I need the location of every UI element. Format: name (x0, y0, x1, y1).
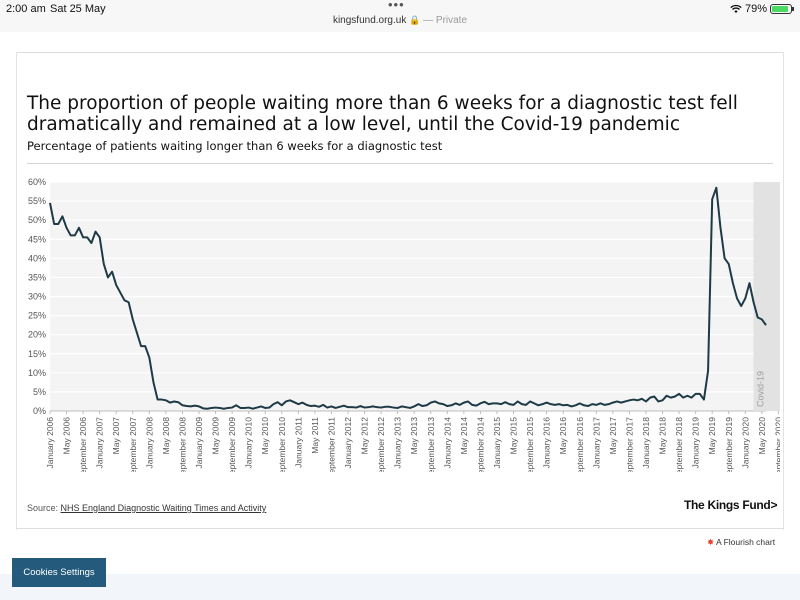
status-date: Sat 25 May (50, 3, 106, 15)
chart-title: The proportion of people waiting more th… (27, 93, 738, 135)
x-tick-label: September 2009 (227, 417, 237, 472)
x-tick-label: January 2012 (343, 417, 353, 469)
y-tick-label: 55% (28, 196, 46, 206)
y-tick-label: 40% (28, 253, 46, 263)
status-time: 2:00 am (6, 3, 46, 15)
frame-left-border (16, 52, 17, 530)
x-tick-label: September 2010 (277, 417, 287, 472)
y-axis: 0% 5% 10% 15% 20% 25% 30% 35% 40% 45% 50% 55% 60% (28, 177, 46, 416)
source-label: Source: (27, 503, 59, 513)
x-axis: January 2006 May 2006 September 2006 Januar… (45, 411, 780, 472)
x-tick-label: September 2015 (525, 417, 535, 472)
x-tick-label: May 2016 (558, 417, 568, 455)
x-tick-label: January 2019 (691, 417, 701, 469)
url-text[interactable]: kingsfund.org.uk (332, 15, 407, 26)
y-tick-label: 60% (28, 177, 46, 187)
y-tick-label: 15% (28, 349, 46, 359)
frame-right-border (783, 52, 784, 530)
x-tick-label: May 2018 (658, 417, 668, 455)
footer-background (0, 574, 800, 600)
bottom-divider (16, 528, 784, 529)
flourish-credit[interactable]: ✸ A Flourish chart (707, 537, 775, 548)
x-tick-label: May 2010 (260, 417, 270, 455)
x-tick-label: January 2010 (244, 417, 254, 469)
x-tick-label: September 2016 (575, 417, 585, 472)
x-tick-label: September 2014 (475, 417, 485, 472)
x-tick-label: September 2013 (426, 417, 436, 472)
x-tick-label: May 2017 (608, 417, 618, 455)
x-tick-label: May 2012 (360, 417, 370, 455)
flourish-label[interactable]: A Flourish chart (716, 537, 776, 547)
lock-icon: 🔒 (409, 15, 421, 25)
x-tick-label: September 2012 (376, 417, 386, 472)
y-tick-label: 5% (33, 387, 46, 397)
y-tick-label: 25% (28, 311, 46, 321)
x-tick-label: May 2014 (459, 417, 469, 455)
line-chart[interactable]: 0% 5% 10% 15% 20% 25% 30% 35% 40% 45% 50% 55% 60% Ja… (20, 172, 780, 472)
kings-fund-logo[interactable]: The Kings Fund> (684, 498, 778, 512)
x-tick-label: January 2008 (144, 417, 154, 469)
x-tick-label: January 2018 (641, 417, 651, 469)
y-tick-label: 30% (28, 292, 46, 302)
x-tick-label: September 2018 (674, 417, 684, 472)
y-tick-label: 50% (28, 215, 46, 225)
x-tick-label: January 2017 (591, 417, 601, 469)
y-tick-label: 10% (28, 368, 46, 378)
x-tick-label: January 2020 (740, 417, 750, 469)
x-tick-label: September 2007 (128, 417, 138, 472)
x-tick-label: May 2019 (707, 417, 717, 455)
flourish-star-icon: ✸ (707, 537, 715, 547)
x-tick-label: September 2019 (724, 417, 734, 472)
url-bar[interactable]: kingsfund.org.uk 🔒 — Private (0, 15, 800, 26)
x-tick-label: January 2013 (393, 417, 403, 469)
x-tick-label: January 2007 (95, 417, 105, 469)
x-tick-label: May 2011 (310, 417, 320, 454)
y-tick-label: 35% (28, 272, 46, 282)
y-tick-label: 0% (33, 406, 46, 416)
battery-icon (770, 4, 794, 14)
x-tick-label: September 2017 (624, 417, 634, 472)
series-line[interactable] (49, 186, 767, 410)
source-link[interactable]: NHS England Diagnostic Waiting Times and… (60, 503, 267, 513)
x-tick-label: May 2009 (211, 417, 221, 455)
y-tick-label: 20% (28, 330, 46, 340)
x-tick-label: September 2020 (773, 417, 780, 472)
address-bar[interactable] (0, 20, 800, 32)
chart-subtitle: Percentage of patients waiting longer th… (27, 139, 443, 153)
x-tick-label: May 2008 (161, 417, 171, 455)
source-note: Source: NHS England Diagnostic Waiting T… (27, 503, 266, 513)
top-divider (16, 52, 784, 53)
x-tick-label: January 2014 (442, 417, 452, 469)
status-bar: 2:00 am Sat 25 May ••• 79% (0, 0, 800, 20)
x-tick-label: May 2015 (509, 417, 519, 455)
x-tick-label: January 2006 (45, 417, 55, 469)
x-tick-label: January 2015 (492, 417, 502, 469)
status-indicators: 79% (730, 3, 794, 15)
x-tick-label: January 2009 (194, 417, 204, 469)
covid-shaded-region (753, 182, 780, 411)
x-tick-label: May 2006 (62, 417, 72, 455)
covid-label: Covid-19 (756, 371, 766, 407)
gridlines (50, 181, 766, 412)
battery-percent: 79% (744, 3, 767, 15)
x-tick-label: September 2011 (326, 417, 336, 472)
x-tick-label: January 2011 (293, 417, 303, 468)
x-tick-label: September 2006 (78, 417, 88, 472)
private-label: — Private (423, 15, 468, 26)
wifi-icon (730, 4, 742, 13)
x-tick-label: May 2013 (409, 417, 419, 455)
x-tick-label: May 2020 (757, 417, 767, 455)
title-divider (27, 163, 773, 164)
x-tick-label: September 2008 (177, 417, 187, 472)
y-tick-label: 45% (28, 234, 46, 244)
x-tick-label: May 2007 (111, 417, 121, 455)
more-dots-icon[interactable]: ••• (388, 0, 405, 12)
x-tick-label: January 2016 (542, 417, 552, 469)
cookies-settings-button[interactable]: Cookies Settings (12, 558, 106, 587)
